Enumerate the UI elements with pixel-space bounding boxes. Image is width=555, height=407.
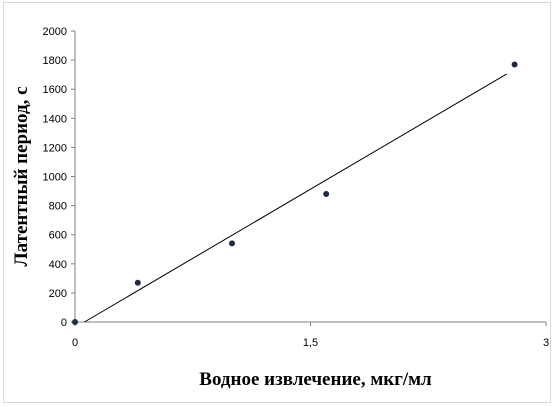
y-tick-labels: 0 200 400 600 800 1000 1200 1400 1600 1800 2000 [43, 26, 67, 329]
y-tick-label: 400 [49, 259, 67, 271]
trendline [84, 73, 508, 323]
x-tick-label: 3 [543, 337, 549, 349]
y-tick-label: 1200 [43, 142, 67, 154]
y-tick-label: 800 [49, 201, 67, 213]
y-tick-label: 0 [61, 317, 67, 329]
x-tick-label: 1,5 [303, 337, 318, 349]
data-point [134, 279, 141, 286]
y-axis-title: Латентный период, с [11, 86, 32, 266]
trendline-group [84, 73, 508, 323]
y-tick-label: 1000 [43, 172, 67, 184]
data-points [72, 61, 518, 325]
y-tick-label: 1800 [43, 55, 67, 67]
x-tick-labels: 0 1,5 3 [72, 337, 549, 349]
y-tick-label: 200 [49, 288, 67, 300]
x-tick-label: 0 [72, 337, 78, 349]
y-tick-label: 2000 [43, 26, 67, 38]
axes [71, 30, 547, 326]
y-tick-label: 1600 [43, 84, 67, 96]
y-tick-label: 600 [49, 230, 67, 242]
data-point [72, 319, 78, 325]
data-point [511, 61, 518, 68]
y-tick-label: 1400 [43, 113, 67, 125]
chart-frame [3, 2, 551, 403]
x-axis-title: Водное извлечение, мкг/мл [199, 369, 432, 390]
data-point [323, 190, 330, 197]
data-point [229, 240, 235, 247]
